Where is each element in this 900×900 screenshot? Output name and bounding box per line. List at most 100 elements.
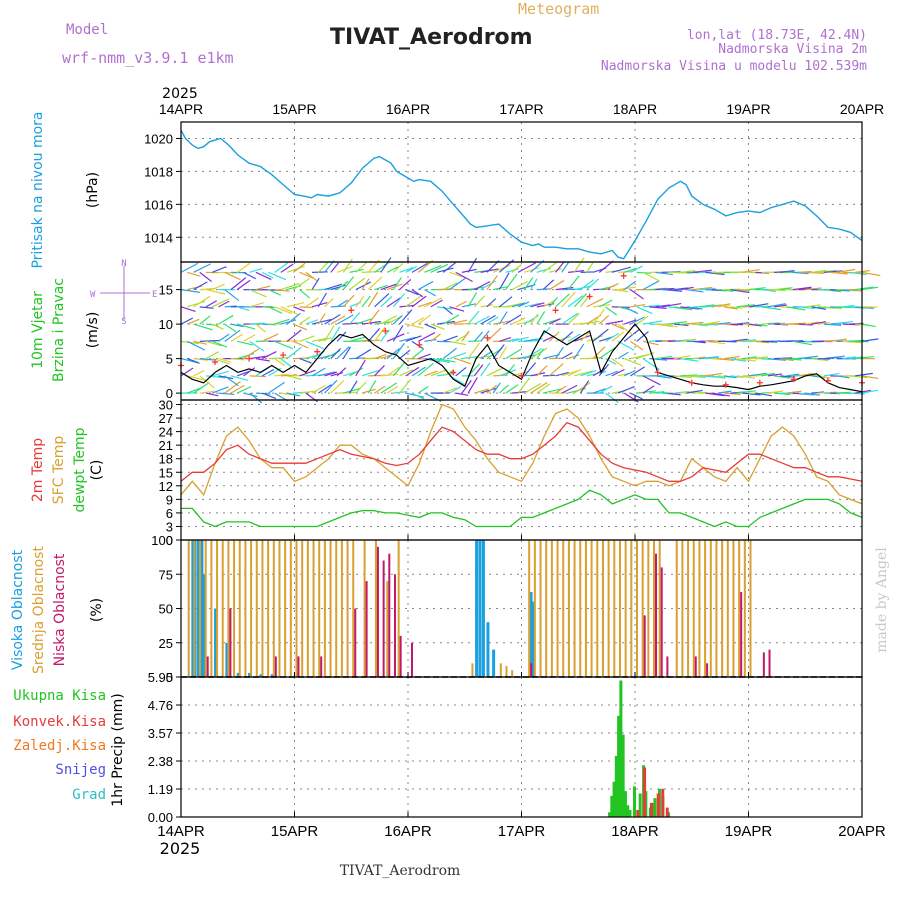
wind-arrow [311,384,326,394]
wind-arrow [399,349,411,360]
precip-labels: 1hr Precip (mm) Ukupna Kisa Konvek.Kisa Za… [13,688,126,807]
cloud-bar [529,592,533,677]
wind-arrow [855,389,871,394]
time-label-top: 15APR [272,101,316,117]
wind-arrow [467,342,481,359]
wind-arrow [680,374,698,377]
wind-arrow [548,363,564,377]
wind-arrow [274,262,289,273]
wind-arrow [855,306,874,309]
wind-arrow [268,357,288,360]
wind-arrow [692,340,706,344]
wind-arrow [567,275,580,290]
wind-arrow [193,358,209,361]
cloud-label-3: Niska Oblacnost [52,553,68,666]
wind-arrow [724,323,738,327]
cloud-bar [248,672,252,677]
wind-arrow [655,271,673,276]
wind-arrow [249,392,263,404]
cloud-label-1: Visoka Oblacnost [10,549,26,670]
wind-arrow [567,354,580,360]
cloud-bar [732,540,735,677]
wind-arrow [224,289,240,302]
precip-bar [626,805,630,817]
cloud-bar [481,540,485,677]
wind-arrow [680,338,697,342]
wind-arrow [380,315,397,325]
wind-arrow [499,336,512,342]
year-top: 2025 [162,86,198,102]
wind-arrow [193,281,208,291]
wind-arrow [399,278,412,291]
wind-arrow [405,366,420,377]
cloud-bar [199,540,202,677]
wind-arrow [180,367,194,377]
wind-y-tick-label: 10 [159,317,173,332]
wind-arrow [630,340,644,351]
wind-arrow [355,359,366,377]
wind-arrow [548,279,565,291]
wind-arrow [193,263,211,273]
wind-arrow [573,382,591,394]
wind-arrow [199,358,215,361]
wind-arrow [480,350,493,360]
wind-arrow [199,315,211,325]
wind-arrow [724,375,737,379]
wind-arrow [517,377,531,394]
wind-arrow [211,386,229,394]
cloud-bar [562,540,565,677]
cloud-bar [698,540,701,677]
precip-bar [643,767,647,817]
wind-arrow [211,298,230,308]
wind-arrow [586,335,604,342]
wind-arrow [655,287,675,291]
wind-arrow [411,392,425,400]
wind-arrow [261,351,277,360]
wind-arrow [486,275,498,290]
temp-y-tick-label: 21 [159,438,173,453]
cloud-bar [411,642,413,677]
gust-marker [620,272,627,279]
wind-arrow [311,318,332,325]
wind-arrow [467,292,478,308]
cloud-bar [475,540,479,677]
wind-arrow [711,375,726,379]
precip-bar [610,795,614,817]
wind-arrow [805,271,825,274]
cloud-panel: 0 25 50 75 100 [151,533,863,685]
pressure-unit: (hPa) [85,172,101,208]
wind-arrow [349,277,366,291]
gust-marker [586,293,593,300]
wind-arrow [855,286,874,291]
wind-arrow [774,357,793,360]
wind-arrow [230,358,245,361]
wind-arrow [480,304,493,308]
wind-arrow [517,262,536,273]
wind-arrow [293,357,308,360]
cloud-bar [675,540,678,677]
wind-arrow [218,333,230,342]
precip-bar [661,788,665,817]
wind-arrow [224,381,241,394]
precip-y-tick-label: 2.38 [148,754,173,769]
gust-marker [824,377,831,384]
pressure-line [180,129,863,260]
wind-arrow [411,289,424,298]
wind-arrow [823,270,843,273]
cloud-bar [255,540,258,677]
pressure-label: Pritisak na nivou mora [30,111,46,268]
temp-y-tick-label: 30 [159,398,173,413]
precip-bar [638,793,642,817]
cloud-bar [478,540,482,677]
wind-arrow [349,367,364,377]
wind-arrow [392,361,406,377]
cloud-bar [511,670,514,677]
wind-arrow [780,375,796,378]
wind-arrow [536,348,545,359]
temp-y-tick-label: 12 [159,479,173,494]
wind-arrow [280,263,294,273]
wind-arrow [461,330,470,342]
cloud-unit: (%) [89,598,105,622]
wind-arrow [336,367,347,377]
cloud-bar [643,615,646,677]
